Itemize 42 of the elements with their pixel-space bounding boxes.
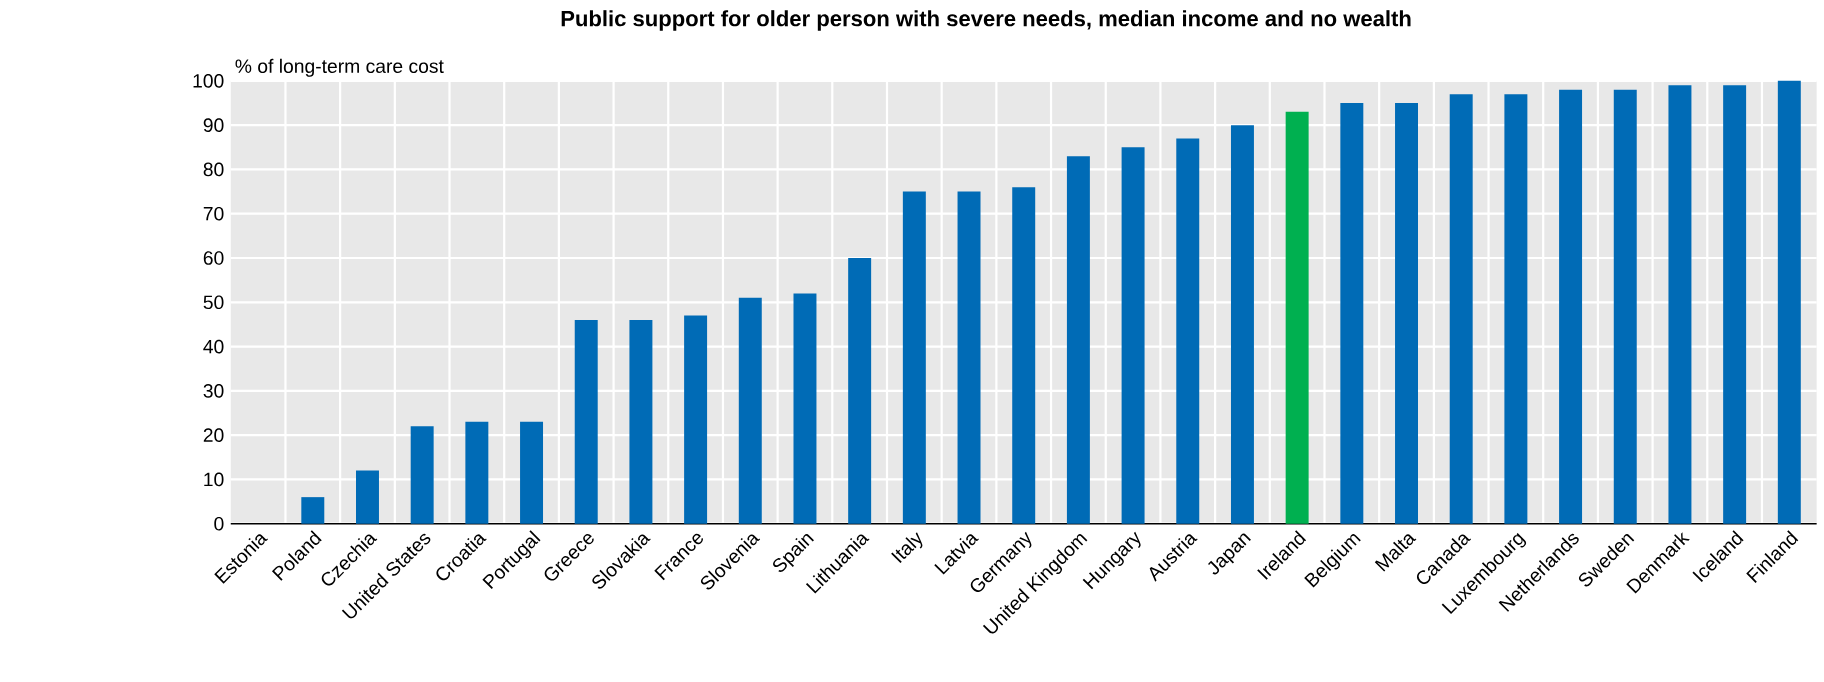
y-tick-label: 70: [203, 207, 224, 221]
y-tick-label: 30: [203, 384, 224, 398]
y-tick-label: 90: [203, 118, 224, 133]
bar: [1777, 80, 1801, 524]
bar: [1504, 94, 1528, 524]
bar: [574, 320, 598, 524]
bar: [1340, 103, 1364, 524]
bar: [1176, 138, 1200, 524]
chart-title: Public support for older person with severe needs, median income and no wealth: [561, 10, 1411, 31]
bar: [1395, 103, 1418, 524]
y-tick-label: 100: [193, 74, 224, 88]
bar: [301, 497, 325, 524]
y-tick-label: 60: [203, 251, 224, 265]
bar: [793, 293, 817, 524]
bar: [1559, 89, 1583, 524]
bar: [738, 297, 762, 524]
y-tick-label: 80: [203, 162, 224, 177]
bar: [629, 320, 653, 524]
y-tick-label: 10: [204, 472, 224, 487]
bar: [410, 426, 434, 524]
y-tick-label: 40: [203, 339, 224, 354]
bar: [1668, 85, 1692, 524]
bar: [1012, 187, 1036, 524]
bar: [957, 191, 981, 524]
bar: [684, 315, 708, 524]
bar: [465, 421, 489, 524]
bar: [356, 470, 379, 524]
bar: [1230, 125, 1254, 524]
bar: [1121, 147, 1145, 524]
x-tick-label: Italy: [891, 532, 923, 564]
y-tick-label: 0: [214, 517, 224, 531]
bar: [1285, 111, 1309, 524]
bar: [520, 421, 544, 524]
y-tick-label: 50: [203, 295, 224, 310]
bar: [902, 191, 926, 524]
bar: [1449, 94, 1473, 524]
y-tick-label: 20: [203, 428, 224, 443]
bar: [1613, 89, 1637, 524]
bar: [1723, 85, 1747, 524]
bar: [848, 258, 872, 524]
bar: [1066, 156, 1090, 524]
y-axis-title: % of long-term care cost: [235, 58, 444, 77]
